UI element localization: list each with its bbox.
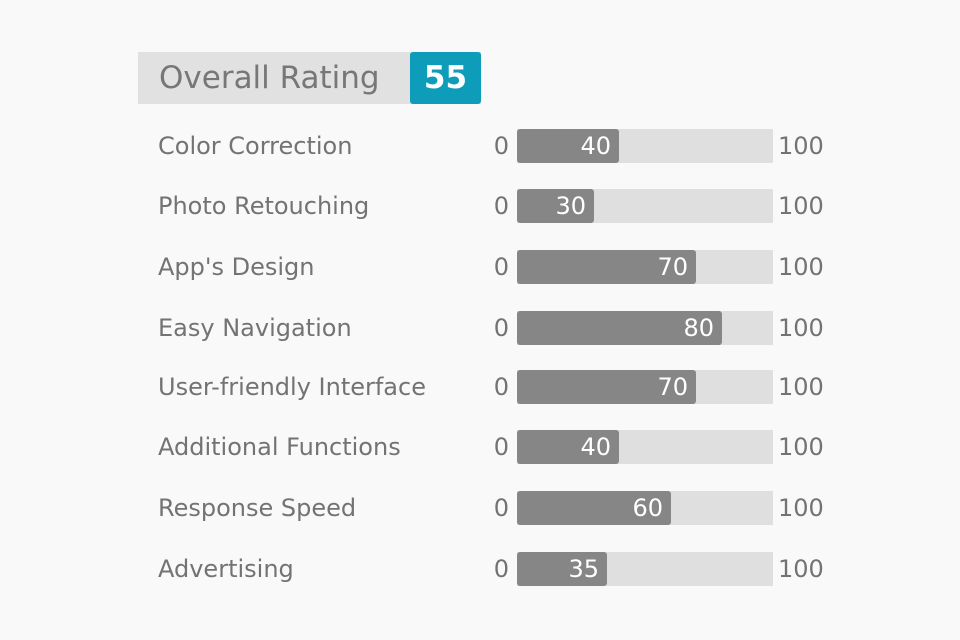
overall-rating-header: Overall Rating 55	[138, 52, 481, 104]
rating-row: User-friendly Interface 0 70 100	[0, 370, 960, 404]
category-label: App's Design	[158, 253, 315, 281]
bar-fill	[517, 430, 619, 464]
category-label: Response Speed	[158, 494, 357, 522]
rating-row: Photo Retouching 0 30 100	[0, 189, 960, 223]
bar-value-label: 30	[555, 192, 586, 220]
axis-min-label: 0	[493, 192, 509, 220]
bar-track: 40	[517, 129, 773, 163]
axis-min-label: 0	[493, 555, 509, 583]
bar-value-label: 60	[632, 494, 663, 522]
axis-max-label: 100	[778, 433, 824, 461]
axis-min-label: 0	[493, 253, 509, 281]
rating-row: Easy Navigation 0 80 100	[0, 311, 960, 345]
bar-value-label: 40	[580, 433, 611, 461]
category-label: Easy Navigation	[158, 314, 352, 342]
bar-fill	[517, 311, 722, 345]
category-label: User-friendly Interface	[158, 373, 426, 401]
bar-track: 70	[517, 370, 773, 404]
axis-min-label: 0	[493, 132, 509, 160]
bar-fill	[517, 370, 696, 404]
axis-min-label: 0	[493, 314, 509, 342]
axis-max-label: 100	[778, 373, 824, 401]
bar-value-label: 80	[683, 314, 714, 342]
bar-track: 80	[517, 311, 773, 345]
axis-max-label: 100	[778, 494, 824, 522]
category-label: Additional Functions	[158, 433, 401, 461]
bar-fill	[517, 552, 607, 586]
bar-value-label: 70	[657, 373, 688, 401]
axis-max-label: 100	[778, 253, 824, 281]
bar-track: 60	[517, 491, 773, 525]
bar-fill	[517, 189, 594, 223]
rating-row: Advertising 0 35 100	[0, 552, 960, 586]
bar-fill	[517, 129, 619, 163]
bar-value-label: 35	[568, 555, 599, 583]
axis-max-label: 100	[778, 555, 824, 583]
axis-max-label: 100	[778, 192, 824, 220]
rating-row: Additional Functions 0 40 100	[0, 430, 960, 464]
bar-track: 30	[517, 189, 773, 223]
axis-min-label: 0	[493, 433, 509, 461]
category-label: Photo Retouching	[158, 192, 370, 220]
rating-row: App's Design 0 70 100	[0, 250, 960, 284]
bar-fill	[517, 491, 671, 525]
category-label: Color Correction	[158, 132, 353, 160]
overall-rating-label: Overall Rating	[159, 60, 380, 96]
bar-track: 35	[517, 552, 773, 586]
bar-value-label: 40	[580, 132, 611, 160]
bar-track: 70	[517, 250, 773, 284]
rating-row: Response Speed 0 60 100	[0, 491, 960, 525]
bar-track: 40	[517, 430, 773, 464]
axis-max-label: 100	[778, 132, 824, 160]
axis-min-label: 0	[493, 373, 509, 401]
overall-rating-score-badge: 55	[410, 52, 481, 104]
bar-value-label: 70	[657, 253, 688, 281]
bar-fill	[517, 250, 696, 284]
rating-row: Color Correction 0 40 100	[0, 129, 960, 163]
category-label: Advertising	[158, 555, 294, 583]
axis-min-label: 0	[493, 494, 509, 522]
axis-max-label: 100	[778, 314, 824, 342]
